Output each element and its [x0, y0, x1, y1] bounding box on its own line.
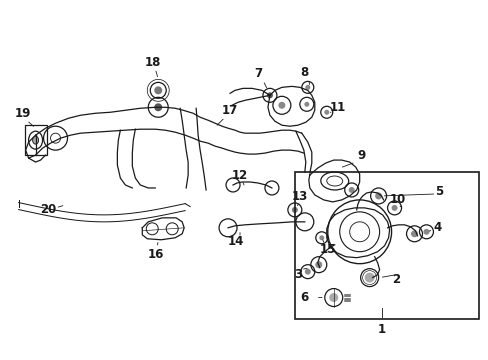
- Ellipse shape: [410, 230, 417, 237]
- Ellipse shape: [319, 235, 324, 240]
- Text: 17: 17: [222, 104, 238, 117]
- Text: 13: 13: [291, 190, 307, 203]
- Ellipse shape: [364, 273, 374, 283]
- Text: 10: 10: [388, 193, 405, 206]
- Ellipse shape: [154, 86, 162, 94]
- Bar: [24, 125, 46, 155]
- Text: 2: 2: [392, 273, 400, 286]
- Text: 5: 5: [434, 185, 443, 198]
- Text: 12: 12: [231, 168, 247, 181]
- Ellipse shape: [423, 229, 428, 235]
- Ellipse shape: [348, 187, 354, 193]
- Text: 18: 18: [145, 56, 161, 69]
- Text: 6: 6: [300, 291, 308, 304]
- Text: 19: 19: [15, 107, 31, 120]
- Ellipse shape: [324, 110, 328, 115]
- Text: 7: 7: [253, 67, 262, 80]
- Ellipse shape: [266, 92, 272, 98]
- Text: 14: 14: [227, 235, 244, 248]
- Ellipse shape: [391, 205, 397, 211]
- Ellipse shape: [328, 293, 338, 302]
- Text: 8: 8: [300, 66, 308, 79]
- Ellipse shape: [304, 102, 309, 107]
- Text: 1: 1: [377, 323, 385, 336]
- Text: 4: 4: [432, 221, 441, 234]
- Text: 9: 9: [357, 149, 365, 162]
- Ellipse shape: [315, 261, 322, 268]
- Text: 11: 11: [329, 101, 345, 114]
- Text: 16: 16: [148, 248, 164, 261]
- Bar: [294, 172, 478, 319]
- Text: 20: 20: [41, 203, 57, 216]
- Ellipse shape: [154, 103, 162, 111]
- Ellipse shape: [304, 269, 310, 275]
- Ellipse shape: [278, 102, 285, 109]
- Ellipse shape: [305, 85, 310, 90]
- Text: 15: 15: [319, 243, 335, 256]
- Ellipse shape: [374, 193, 381, 199]
- Text: 3: 3: [293, 268, 301, 281]
- Ellipse shape: [291, 207, 297, 213]
- Ellipse shape: [33, 136, 39, 144]
